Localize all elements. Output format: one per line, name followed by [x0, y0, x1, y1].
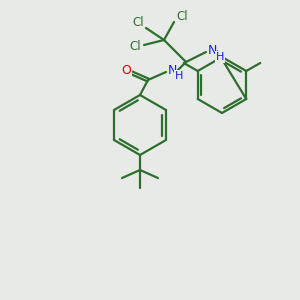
Text: Cl: Cl — [176, 11, 188, 23]
Text: N: N — [207, 44, 217, 58]
Text: H: H — [175, 71, 183, 81]
Text: Cl: Cl — [129, 40, 141, 53]
Text: H: H — [216, 52, 224, 62]
Text: Cl: Cl — [132, 16, 144, 29]
Text: N: N — [167, 64, 177, 77]
Text: O: O — [121, 64, 131, 77]
